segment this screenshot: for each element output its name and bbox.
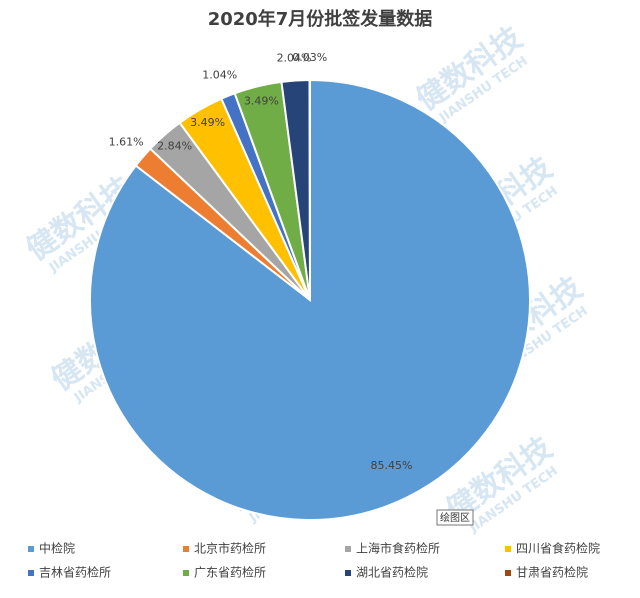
data-label: 85.45% [371,459,413,472]
legend-swatch [505,570,511,576]
legend-swatch [28,570,34,576]
legend-label: 湖北省药检院 [356,565,428,580]
legend-swatch [28,546,34,552]
data-label: 2.84% [157,140,192,153]
data-label: 0.03% [292,51,327,64]
tooltip: 绘图区 [436,509,474,526]
legend-label: 中检院 [39,541,75,556]
data-label: 3.49% [244,94,279,107]
data-label: 1.04% [202,68,237,81]
legend-label: 北京市药检所 [194,541,266,556]
data-label: 3.49% [190,116,225,129]
legend-swatch [345,546,351,552]
legend-swatch [505,546,511,552]
legend-label: 上海市食药检所 [356,541,440,556]
legend-label: 广东省药检所 [194,565,266,580]
chart-title: 2020年7月份批签发量数据 [208,8,433,30]
pie: 绘图区 [89,78,531,526]
legend-label: 吉林省药检所 [39,565,111,580]
legend-swatch [183,546,189,552]
data-label: 1.61% [109,136,144,149]
tooltip-text: 绘图区 [440,511,470,524]
data-label: 2.04% [277,52,312,65]
legend-swatch [183,570,189,576]
tooltip-box [436,509,474,526]
legend-label: 四川省食药检院 [516,541,600,556]
data-labels: 85.45% 1.61% 2.84% 3.49% 1.04% 3.49% 2.04%0.03… [109,51,413,472]
legend-label: 甘肃省药检院 [516,565,588,580]
legend-swatch [345,570,351,576]
